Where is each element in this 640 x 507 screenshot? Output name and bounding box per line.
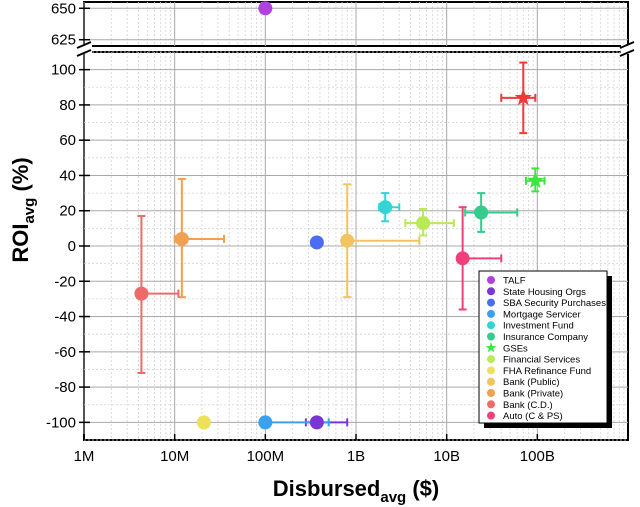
legend-symbol — [487, 355, 495, 364]
y-axis-title-sub: avg — [21, 198, 38, 224]
legend-item: Bank (Private) — [487, 389, 563, 400]
legend-item: Auto (C & PS) — [487, 411, 563, 422]
legend-item: Insurance Company — [487, 332, 588, 343]
y-axis-title: ROIavg (%) — [8, 157, 38, 262]
legend-label: SBA Security Purchases — [503, 298, 606, 309]
y-tick-label-upper: 650 — [51, 0, 76, 17]
axis-break-left — [76, 41, 92, 57]
legend-symbol — [487, 366, 495, 375]
y-tick-label: -80 — [54, 379, 76, 396]
legend-item: SBA Security Purchases — [487, 298, 606, 309]
legend-symbol — [485, 342, 497, 353]
legend-item: Bank (C.D.) — [487, 400, 553, 411]
marker-gses — [526, 171, 544, 189]
y-tick-label: -60 — [54, 344, 76, 361]
legend-symbol — [487, 276, 495, 284]
legend-item: Financial Services — [487, 355, 580, 366]
legend-label: TALF — [503, 276, 526, 287]
legend-item: FHA Refinance Fund — [487, 366, 591, 377]
x-tick-label: 10B — [433, 448, 460, 465]
y-tick-label: 40 — [59, 167, 76, 184]
axis-layer: 1M 10M 100M 1B 10B 100B -100 -80 -60 -40 -20 0 20 40 6… — [46, 0, 555, 465]
y-tick-label: 60 — [59, 132, 76, 149]
marker-bank-public — [340, 233, 355, 248]
legend-label: Insurance Company — [503, 332, 588, 343]
legend-label: Bank (C.D.) — [503, 400, 553, 411]
legend-label: Bank (Public) — [503, 377, 560, 388]
legend-symbol — [487, 287, 495, 296]
x-axis-title-unit: ($) — [406, 476, 439, 501]
legend-label: GSEs — [503, 343, 528, 354]
legend-label: Auto (C & PS) — [503, 411, 563, 422]
legend-item: TALF — [487, 276, 526, 287]
legend-symbol — [487, 400, 495, 409]
marker-auto-c-ps — [455, 251, 470, 266]
legend-symbol — [487, 298, 495, 307]
marker-talf — [258, 1, 273, 16]
legend-label: State Housing Orgs — [503, 287, 586, 298]
marker-financial-services — [416, 216, 431, 231]
y-tick-label: -100 — [46, 414, 76, 431]
y-axis-title-unit: (%) — [8, 157, 33, 197]
legend-symbol — [487, 377, 495, 386]
y-tick-label: 20 — [59, 203, 76, 220]
legend-label: FHA Refinance Fund — [503, 366, 591, 377]
legend-label: Financial Services — [503, 355, 580, 366]
y-tick-label: -40 — [54, 309, 76, 326]
x-tick-label: 10M — [160, 448, 189, 465]
legend-item: GSEs — [485, 342, 528, 354]
legend-symbol — [487, 309, 495, 318]
axis-break-right — [619, 41, 635, 57]
legend-symbol — [487, 332, 495, 341]
legend-label: Investment Fund — [503, 321, 574, 332]
x-tick-label: 100B — [520, 448, 555, 465]
marker-fha-refinance-fund — [196, 415, 211, 430]
x-tick-label: 1B — [347, 448, 365, 465]
grid-layer — [83, 2, 628, 441]
legend-label: Mortgage Servicer — [503, 309, 581, 320]
legend-symbol — [487, 321, 495, 330]
marker-investment-fund — [378, 200, 393, 215]
legend-item: State Housing Orgs — [487, 287, 586, 298]
legend-item: Bank (Public) — [487, 377, 560, 388]
legend-item: Mortgage Servicer — [487, 309, 581, 320]
marker-sba-security-purchases — [309, 235, 324, 250]
x-tick-label: 100M — [247, 448, 285, 465]
marker-insurance-company — [474, 205, 489, 220]
y-tick-label: 0 — [68, 238, 76, 255]
marker-unlabeled — [514, 88, 532, 106]
legend-symbol — [487, 411, 495, 420]
x-axis-title-sub: avg — [380, 489, 406, 506]
y-tick-label-upper: 625 — [51, 32, 76, 49]
x-axis-title: Disbursedavg ($) — [273, 476, 439, 506]
y-axis-title-main: ROI — [8, 224, 33, 263]
y-tick-label: 100 — [51, 62, 76, 79]
x-tick-label: 1M — [74, 448, 95, 465]
marker-bank-private — [174, 231, 189, 246]
legend-box — [478, 270, 608, 424]
marker-bank-c-d — [134, 286, 149, 301]
marker-mortgage-servicer — [258, 415, 273, 430]
x-axis-title-main: Disbursed — [273, 476, 381, 501]
marker-state-housing-orgs — [309, 415, 324, 430]
legend-label: Bank (Private) — [503, 389, 563, 400]
y-tick-label: 80 — [59, 97, 76, 114]
legend-item: Investment Fund — [487, 321, 574, 332]
data-markers — [134, 1, 544, 430]
legend-symbol — [487, 389, 495, 397]
y-tick-label: -20 — [54, 273, 76, 290]
